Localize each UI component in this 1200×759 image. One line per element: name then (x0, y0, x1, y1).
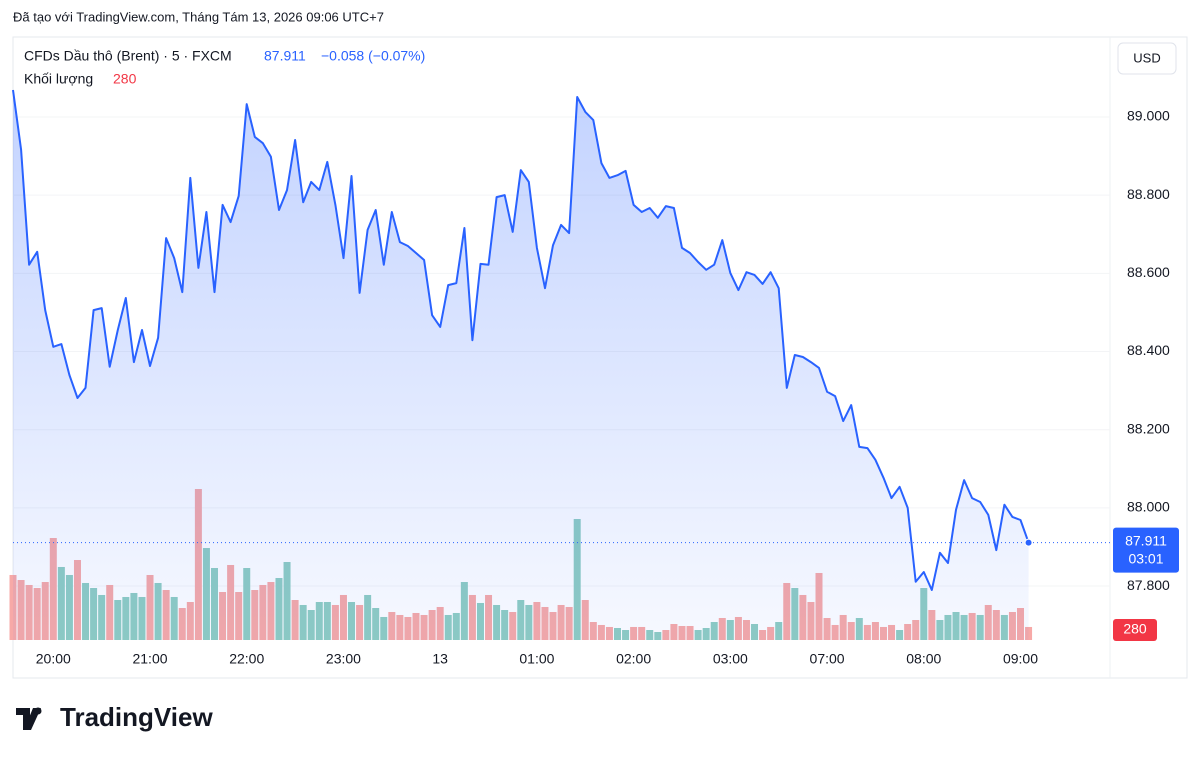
x-tick-label: 13 (432, 651, 448, 667)
logo-dot (34, 707, 42, 715)
currency[interactable]: USD (1133, 50, 1160, 65)
brand: TradingView (60, 702, 213, 732)
x-tick-label: 01:00 (519, 651, 554, 667)
price-tag-value: 87.911 (1125, 532, 1167, 548)
volume-last: 280 (113, 71, 137, 87)
x-tick-label: 03:00 (713, 651, 748, 667)
price-tag (1113, 527, 1179, 573)
price-tag-countdown: 03:01 (1128, 550, 1163, 566)
credit: Đã tạo với TradingView.com, Tháng Tám 13… (13, 9, 384, 24)
logo-icon (16, 708, 41, 730)
x-tick-label: 20:00 (36, 651, 71, 667)
y-tick-label: 88.400 (1127, 342, 1170, 358)
x-tick-label: 08:00 (906, 651, 941, 667)
price-area (13, 90, 1029, 640)
plot (9, 89, 1110, 640)
price-change: −0.058 (−0.07%) (321, 48, 425, 64)
y-tick-label: 88.600 (1127, 264, 1170, 280)
volume-tag-value: 280 (1123, 621, 1147, 637)
x-tick-label: 23:00 (326, 651, 361, 667)
x-tick-label: 07:00 (810, 651, 845, 667)
last-point (1024, 538, 1033, 547)
volume-legend: Khối lượng (24, 71, 93, 87)
x-tick-label: 21:00 (132, 651, 167, 667)
last-price: 87.911 (264, 48, 306, 64)
y-tick-label: 88.200 (1127, 420, 1170, 436)
y-tick-label: 89.000 (1127, 108, 1170, 124)
chart-title: CFDs Dầu thô (Brent) · 5 · FXCM (24, 48, 232, 64)
currency-button[interactable] (1117, 42, 1177, 75)
y-tick-label: 87.800 (1127, 577, 1170, 593)
x-tick-label: 09:00 (1003, 651, 1038, 667)
y-tick-label: 88.000 (1127, 499, 1170, 515)
volume-tag (1113, 619, 1157, 641)
price-line (12, 89, 1030, 591)
y-tick-label: 88.800 (1127, 186, 1170, 202)
logo: TradingView (16, 702, 213, 732)
x-tick-label: 02:00 (616, 651, 651, 667)
x-tick-label: 22:00 (229, 651, 264, 667)
